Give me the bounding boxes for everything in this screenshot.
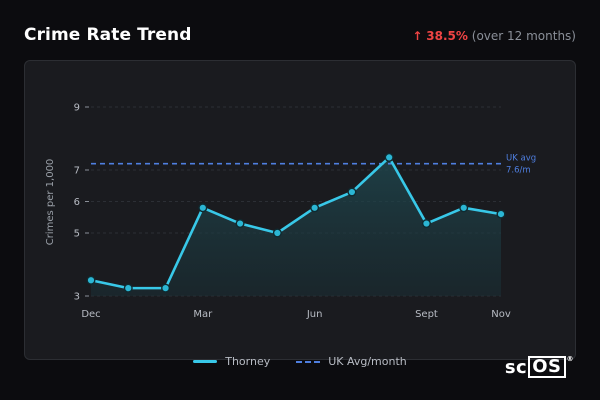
x-tick-label: Dec [81, 309, 100, 320]
y-tick-label: 7 [74, 166, 80, 177]
logo-boxed: OS [528, 356, 566, 378]
change-summary: ↑ 38.5% (over 12 months) [412, 29, 576, 43]
data-point[interactable] [496, 209, 506, 219]
logo-prefix: sc [504, 356, 528, 378]
data-point[interactable] [86, 275, 96, 285]
x-axis-ticks: Dec Mar Jun Sept Nov [81, 309, 511, 320]
y-tick-label: 6 [74, 197, 80, 208]
series-line-thorney [90, 156, 502, 290]
legend-swatch-dashed [296, 360, 321, 363]
y-tick-label: 5 [74, 229, 80, 240]
x-tick-label: Sept [415, 309, 438, 320]
scos-logo: sc OS ® [504, 355, 574, 378]
data-point[interactable] [310, 203, 320, 213]
data-point[interactable] [459, 203, 469, 213]
series-area [91, 157, 501, 296]
registered-mark: ® [566, 355, 574, 363]
data-point[interactable] [235, 219, 245, 229]
uk-average-label: UK avg [506, 154, 536, 164]
change-period: (over 12 months) [471, 29, 576, 43]
change-percent: 38.5% [426, 29, 468, 43]
data-point[interactable] [421, 219, 431, 229]
y-tick-label: 3 [74, 292, 80, 303]
data-point[interactable] [272, 228, 282, 238]
legend-item-thorney[interactable]: Thorney [193, 355, 270, 368]
y-tick-label: 9 [74, 103, 80, 114]
chart-legend: Thorney UK Avg/month [0, 355, 600, 368]
up-arrow-icon: ↑ [412, 29, 423, 43]
y-axis-label: Crimes per 1,000 [45, 159, 56, 246]
legend-swatch-solid [193, 360, 218, 363]
data-point[interactable] [161, 283, 171, 293]
uk-average-value: 7.6/m [506, 166, 531, 176]
legend-item-uk-avg[interactable]: UK Avg/month [296, 355, 407, 368]
data-point[interactable] [347, 187, 357, 197]
x-tick-label: Mar [193, 309, 213, 320]
x-tick-label: Nov [491, 309, 511, 320]
series-points [86, 152, 506, 293]
legend-label-uk-avg: UK Avg/month [328, 355, 407, 368]
y-axis-ticks: 3 5 6 7 9 [74, 103, 89, 303]
x-tick-label: Jun [306, 309, 323, 320]
data-point[interactable] [198, 203, 208, 213]
data-point[interactable] [123, 283, 133, 293]
data-point[interactable] [384, 152, 394, 162]
legend-label-thorney: Thorney [225, 355, 271, 368]
chart-title: Crime Rate Trend [24, 25, 192, 45]
